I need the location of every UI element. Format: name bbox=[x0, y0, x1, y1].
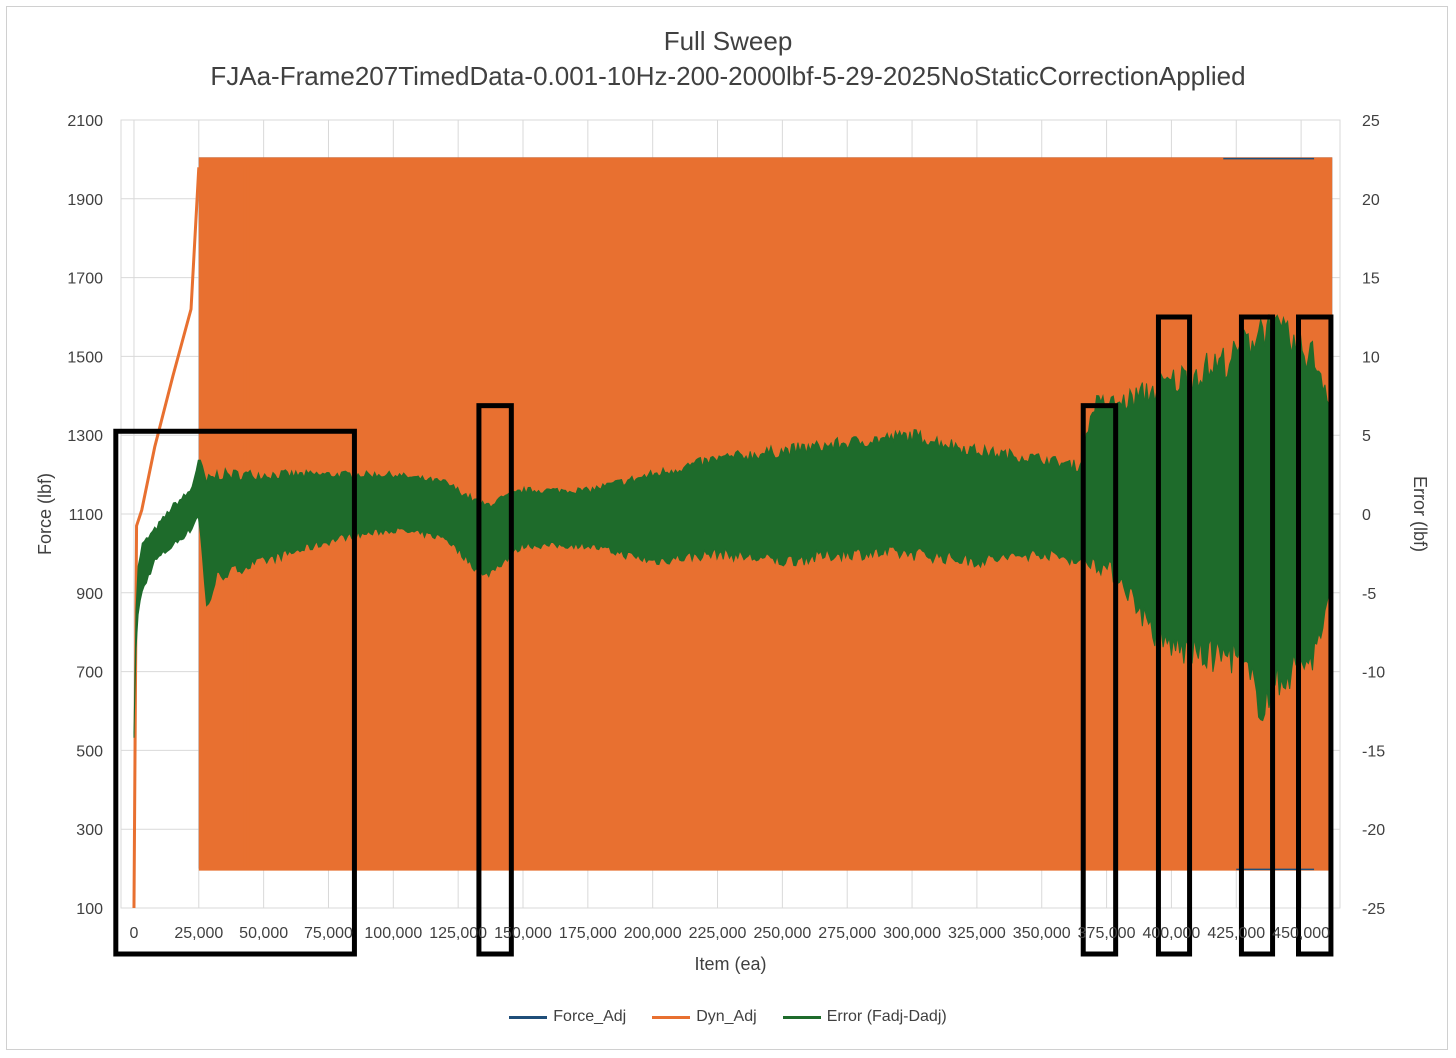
dyn-adj-ramp bbox=[132, 167, 201, 909]
x-tick-label: 175,000 bbox=[559, 925, 617, 942]
x-tick-label: 100,000 bbox=[364, 925, 422, 942]
legend: Force_Adj Dyn_Adj Error (Fadj-Dadj) bbox=[0, 1008, 1456, 1026]
x-tick-label: 150,000 bbox=[494, 925, 552, 942]
y2-tick-label: 20 bbox=[1362, 192, 1380, 209]
x-tick-label: 375,000 bbox=[1078, 925, 1136, 942]
y2-tick-label: -5 bbox=[1362, 586, 1376, 603]
x-tick-label: 50,000 bbox=[239, 925, 288, 942]
legend-label-error: Error (Fadj-Dadj) bbox=[826, 1008, 947, 1025]
x-tick-label: 400,000 bbox=[1142, 925, 1200, 942]
chart-subtitle: FJAa-Frame207TimedData-0.001-10Hz-200-20… bbox=[210, 61, 1246, 91]
y2-tick-label: -25 bbox=[1362, 901, 1385, 918]
x-tick-label: 250,000 bbox=[753, 925, 811, 942]
legend-label-force-adj: Force_Adj bbox=[553, 1008, 627, 1025]
y-tick-label: 1900 bbox=[67, 192, 103, 209]
y-tick-label: 700 bbox=[76, 665, 103, 682]
x-tick-label: 325,000 bbox=[948, 925, 1006, 942]
y-tick-label: 300 bbox=[76, 822, 103, 839]
y2-axis-label: Error (lbf) bbox=[1410, 476, 1430, 552]
x-tick-label: 350,000 bbox=[1013, 925, 1071, 942]
legend-item-error: Error (Fadj-Dadj) bbox=[782, 1008, 947, 1026]
x-tick-label: 125,000 bbox=[429, 925, 487, 942]
x-axis-label: Item (ea) bbox=[694, 954, 766, 974]
annotation-box bbox=[113, 428, 357, 957]
x-tick-label: 275,000 bbox=[818, 925, 876, 942]
legend-swatch-error bbox=[782, 1015, 821, 1019]
annotation-box bbox=[1238, 314, 1276, 957]
y2-tick-label: 10 bbox=[1362, 349, 1380, 366]
x-tick-label: 225,000 bbox=[689, 925, 747, 942]
x-tick-label: 75,000 bbox=[304, 925, 353, 942]
y2-tick-label: -15 bbox=[1362, 743, 1385, 760]
y2-tick-label: 0 bbox=[1362, 507, 1371, 524]
x-tick-label: 0 bbox=[130, 925, 139, 942]
x-tick-label: 450,000 bbox=[1272, 925, 1330, 942]
x-tick-label: 25,000 bbox=[174, 925, 223, 942]
y2-tick-label: 25 bbox=[1362, 113, 1380, 130]
y2-tick-label: 5 bbox=[1362, 428, 1371, 445]
annotation-box bbox=[1155, 314, 1193, 957]
y-tick-label: 1700 bbox=[67, 271, 103, 288]
chart-title: Full Sweep bbox=[663, 26, 793, 56]
x-tick-label: 425,000 bbox=[1207, 925, 1265, 942]
x-tick-label: 200,000 bbox=[624, 925, 682, 942]
y-tick-label: 2100 bbox=[67, 113, 103, 130]
y2-tick-label: -10 bbox=[1362, 665, 1385, 682]
y-tick-label: 500 bbox=[76, 743, 103, 760]
x-tick-label: 300,000 bbox=[883, 925, 941, 942]
y2-tick-label: 15 bbox=[1362, 271, 1380, 288]
annotation-box bbox=[1296, 314, 1334, 957]
legend-swatch-dyn-adj bbox=[652, 1015, 691, 1019]
legend-item-dyn-adj: Dyn_Adj bbox=[652, 1008, 757, 1026]
annotation-box bbox=[1080, 403, 1119, 957]
y-tick-label: 1100 bbox=[69, 507, 104, 524]
y-tick-label: 900 bbox=[76, 586, 103, 603]
y-tick-label: 1500 bbox=[67, 349, 103, 366]
legend-item-force-adj: Force_Adj bbox=[509, 1008, 626, 1026]
legend-swatch-force-adj bbox=[509, 1015, 548, 1019]
y2-tick-label: -20 bbox=[1362, 822, 1385, 839]
y-axis-label: Force (lbf) bbox=[35, 473, 55, 555]
legend-label-dyn-adj: Dyn_Adj bbox=[696, 1008, 757, 1025]
y-tick-label: 1300 bbox=[67, 428, 103, 445]
y-tick-label: 100 bbox=[76, 901, 103, 918]
annotation-box bbox=[476, 403, 514, 957]
